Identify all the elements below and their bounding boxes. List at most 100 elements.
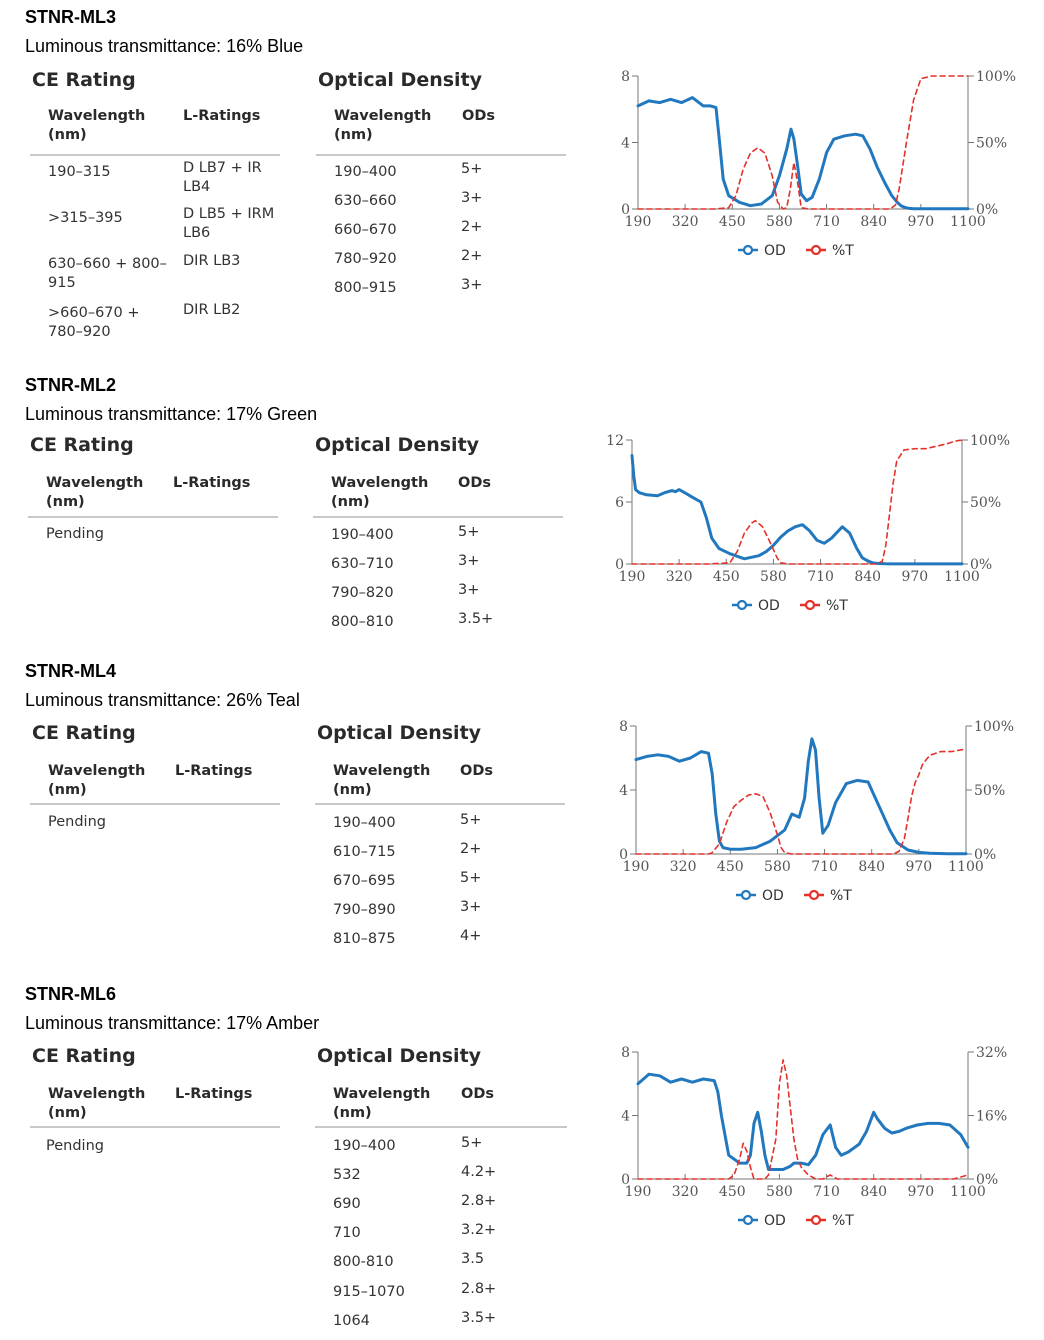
x-tick-label: 190 — [619, 569, 646, 585]
ce-cell-rating: D LB5 + IRM LB6 — [183, 206, 275, 241]
x-tick-label: 710 — [807, 569, 834, 585]
x-tick-label: 580 — [764, 859, 791, 875]
right-tick-label: 0% — [974, 847, 996, 863]
ce-col-l-ratings: L-Ratings — [175, 763, 253, 779]
x-tick-label: 970 — [907, 1184, 934, 1200]
od-cell-value: 2.8+ — [461, 1281, 497, 1297]
right-tick-label: 0% — [976, 202, 998, 218]
od-cell-value: 4.2+ — [461, 1164, 497, 1180]
left-tick-label: 6 — [615, 495, 624, 511]
od-cell-value: 3+ — [458, 553, 480, 569]
legend-marker — [804, 599, 816, 611]
ce-rating-heading: CE Rating — [32, 722, 136, 744]
ce-header-rule — [30, 1126, 280, 1128]
ce-cell-rating: D LB7 + IR LB4 — [183, 160, 262, 195]
luminous-transmittance: Luminous transmittance: 26% Teal — [25, 690, 300, 710]
x-tick-label: 710 — [813, 214, 840, 230]
series-line-transmittance — [637, 75, 969, 210]
od-cell-value: 3.2+ — [461, 1222, 497, 1238]
ce-col-l-ratings: L-Ratings — [175, 1086, 253, 1102]
x-tick-label: 710 — [811, 859, 838, 875]
ce-rating-heading: CE Rating — [30, 434, 134, 456]
left-tick-label: 0 — [621, 202, 630, 218]
left-tick-label: 0 — [615, 557, 624, 573]
x-tick-label: 840 — [854, 569, 881, 585]
legend-marker — [810, 1214, 822, 1226]
x-tick-label: 1100 — [944, 569, 980, 585]
ce-col-wavelength: Wavelength (nm) — [48, 108, 146, 143]
od-cell-wavelength: 780–920 — [334, 251, 397, 267]
x-tick-label: 190 — [625, 214, 652, 230]
x-tick-label: 840 — [860, 214, 887, 230]
legend-label: %T — [832, 1213, 854, 1229]
x-tick-label: 710 — [813, 1184, 840, 1200]
ce-header-rule — [30, 803, 280, 805]
od-cell-wavelength: 190–400 — [333, 1138, 396, 1154]
right-tick-label: 0% — [976, 1172, 998, 1188]
od-cell-value: 5+ — [461, 1135, 483, 1151]
legend-label: OD — [764, 1213, 786, 1229]
left-tick-label: 8 — [619, 720, 628, 735]
ce-cell-rating: DIR LB2 — [183, 302, 241, 318]
ce-col-wavelength: Wavelength (nm) — [48, 1086, 146, 1121]
od-cell-wavelength: 190–400 — [334, 164, 397, 180]
legend-label: %T — [826, 598, 848, 614]
od-col-wavelength: Wavelength (nm) — [333, 763, 431, 798]
optical-density-heading: Optical Density — [317, 722, 482, 744]
od-header-rule — [313, 516, 563, 518]
ce-cell-wavelength: >315–395 — [48, 210, 123, 226]
ce-col-l-ratings: L-Ratings — [183, 108, 261, 124]
od-header-rule — [315, 1126, 567, 1128]
od-cell-wavelength: 190–400 — [331, 527, 394, 543]
od-cell-value: 4+ — [460, 928, 482, 944]
ce-cell-wavelength: >660–670 + 780–920 — [48, 305, 140, 340]
legend-label: %T — [830, 888, 852, 904]
od-cell-value: 2+ — [460, 841, 482, 857]
od-cell-value: 5+ — [461, 161, 483, 177]
product-title: STNR-ML6 — [25, 984, 116, 1004]
od-col-ods: ODs — [460, 763, 493, 779]
od-cell-value: 3.5 — [461, 1251, 485, 1267]
right-tick-label: 32% — [976, 1045, 1007, 1061]
series-line-od — [634, 737, 968, 856]
x-tick-label: 450 — [717, 859, 744, 875]
x-tick-label: 190 — [625, 1184, 652, 1200]
od-cell-value: 3.5+ — [461, 1310, 497, 1326]
right-tick-label: 50% — [974, 783, 1005, 799]
od-cell-wavelength: 532 — [333, 1167, 361, 1183]
od-cell-wavelength: 800-810 — [333, 1254, 394, 1270]
x-tick-label: 580 — [766, 214, 793, 230]
ce-cell-rating: DIR LB3 — [183, 253, 241, 269]
x-tick-label: 1100 — [948, 859, 984, 875]
right-tick-label: 100% — [974, 720, 1014, 735]
od-cell-value: 3+ — [461, 190, 483, 206]
ce-rating-heading: CE Rating — [32, 69, 136, 91]
x-tick-label: 320 — [666, 569, 693, 585]
od-col-ods: ODs — [461, 1086, 494, 1102]
od-cell-wavelength: 190–400 — [333, 815, 396, 831]
legend-label: OD — [758, 598, 780, 614]
luminous-transmittance: Luminous transmittance: 16% Blue — [25, 36, 304, 56]
series-line-od — [630, 454, 964, 566]
series-line-od — [636, 1072, 970, 1171]
od-cell-wavelength: 800–810 — [331, 614, 394, 630]
od-cell-value: 3+ — [461, 277, 483, 293]
od-cell-wavelength: 660–670 — [334, 222, 397, 238]
ce-cell-wavelength: 630–660 + 800–915 — [48, 256, 167, 291]
od-cell-value: 5+ — [460, 870, 482, 886]
series-line-transmittance — [635, 748, 967, 855]
od-cell-wavelength: 610–715 — [333, 844, 396, 860]
od-cell-value: 3.5+ — [458, 611, 494, 627]
ce-col-l-ratings: L-Ratings — [173, 475, 251, 491]
series-line-transmittance — [631, 439, 963, 565]
left-tick-label: 8 — [621, 1045, 630, 1061]
ce-header-rule — [30, 154, 280, 156]
x-tick-label: 970 — [907, 214, 934, 230]
x-tick-label: 580 — [766, 1184, 793, 1200]
od-cell-value: 2+ — [461, 248, 483, 264]
od-cell-wavelength: 790–890 — [333, 902, 396, 918]
x-tick-label: 450 — [713, 569, 740, 585]
ce-col-wavelength: Wavelength (nm) — [48, 763, 146, 798]
od-col-wavelength: Wavelength (nm) — [333, 1086, 431, 1121]
legend-marker — [810, 244, 822, 256]
